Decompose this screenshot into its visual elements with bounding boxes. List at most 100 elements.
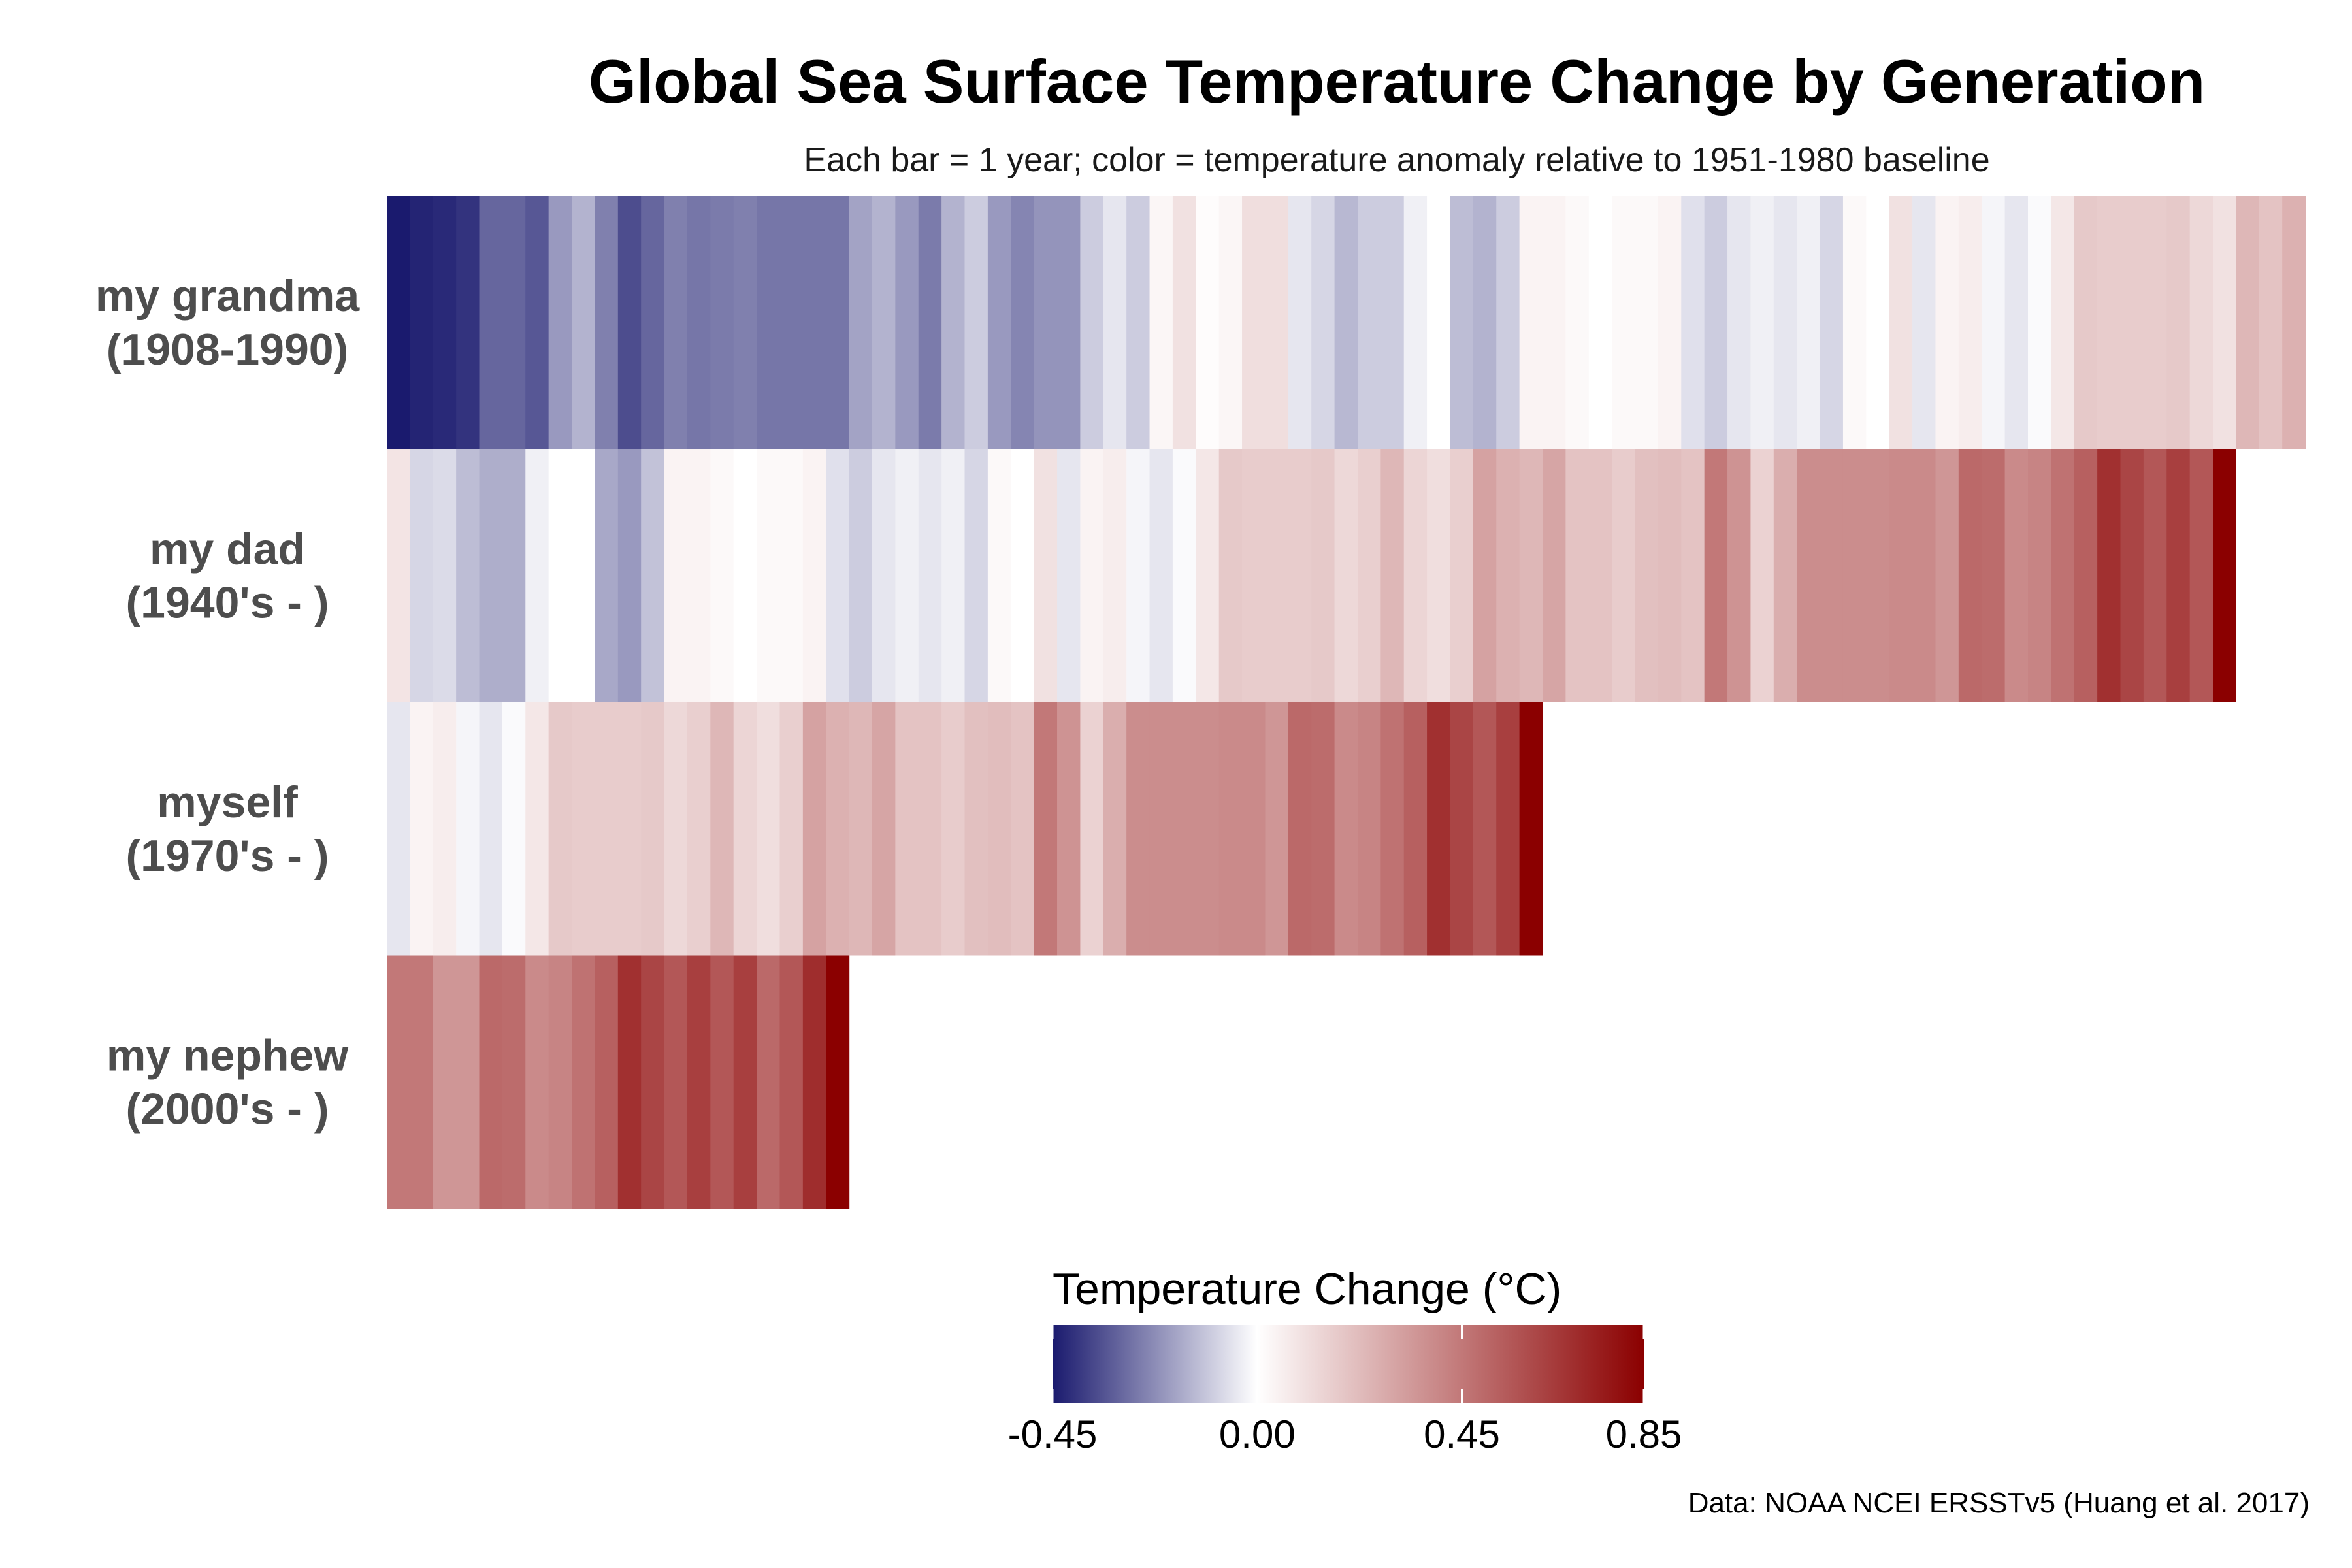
stripe-my-dad-1987 — [1473, 449, 1497, 702]
stripe-my-dad-1955 — [733, 449, 757, 702]
legend-title: Temperature Change (°C) — [1053, 1264, 1561, 1314]
stripe-myself-2013 — [1380, 702, 1405, 956]
stripe-my-dad-1999 — [1750, 449, 1774, 702]
stripe-my-dad-1940 — [387, 449, 410, 702]
stripe-my-dad-1969 — [1057, 449, 1081, 702]
stripe-myself-1994 — [941, 702, 966, 956]
row-label-years-my-nephew: (2000's - ) — [126, 1084, 329, 1134]
stripe-my-grandma-1978 — [2004, 196, 2029, 449]
stripe-row-my-dad — [387, 449, 2236, 702]
stripe-myself-2001 — [1103, 702, 1127, 956]
stripe-my-grandma-1921 — [687, 196, 711, 449]
stripe-my-grandma-1946 — [1265, 196, 1289, 449]
stripe-myself-2015 — [1427, 702, 1451, 956]
stripe-myself-2004 — [1172, 702, 1196, 956]
stripe-my-dad-1982 — [1357, 449, 1381, 702]
stripe-my-dad-1965 — [964, 449, 988, 702]
stripe-my-grandma-1976 — [1958, 196, 1982, 449]
stripe-my-grandma-1930 — [895, 196, 919, 449]
stripe-my-grandma-1920 — [664, 196, 688, 449]
stripe-myself-1992 — [895, 702, 919, 956]
stripe-myself-1975 — [502, 702, 526, 956]
stripe-my-grandma-1965 — [1704, 196, 1728, 449]
stripe-my-dad-1962 — [895, 449, 919, 702]
stripe-my-grandma-1990 — [2282, 196, 2306, 449]
stripe-my-nephew-2014 — [710, 955, 734, 1209]
stripe-my-dad-1950 — [617, 449, 642, 702]
stripe-my-dad-1974 — [1172, 449, 1196, 702]
stripe-myself-1984 — [710, 702, 734, 956]
stripe-my-dad-1961 — [872, 449, 896, 702]
stripe-my-grandma-1918 — [617, 196, 642, 449]
stripe-my-grandma-1951 — [1380, 196, 1405, 449]
stripe-my-nephew-2015 — [733, 955, 757, 1209]
stripe-my-dad-1946 — [525, 449, 549, 702]
stripe-my-grandma-1924 — [757, 196, 781, 449]
stripe-my-dad-1941 — [410, 449, 434, 702]
stripe-my-dad-2013 — [2074, 449, 2098, 702]
stripe-my-grandma-1952 — [1403, 196, 1428, 449]
stripe-my-dad-1989 — [1519, 449, 1543, 702]
stripe-row-myself — [387, 702, 1543, 956]
stripe-my-grandma-1934 — [987, 196, 1011, 449]
stripe-my-nephew-2003 — [456, 955, 480, 1209]
stripe-my-grandma-1964 — [1681, 196, 1705, 449]
stripe-my-dad-1956 — [757, 449, 781, 702]
stripe-my-dad-2017 — [2166, 449, 2191, 702]
stripe-my-dad-1983 — [1380, 449, 1405, 702]
row-label-my-nephew: my nephew — [106, 1030, 349, 1080]
stripe-my-dad-1944 — [479, 449, 503, 702]
stripe-my-dad-1979 — [1288, 449, 1312, 702]
legend-tick-label-0: -0.45 — [1008, 1413, 1098, 1456]
stripe-my-dad-2005 — [1889, 449, 1913, 702]
stripe-my-dad-1960 — [849, 449, 873, 702]
stripe-my-dad-2009 — [1982, 449, 2006, 702]
stripe-my-dad-1959 — [826, 449, 850, 702]
stripe-my-dad-1977 — [1242, 449, 1266, 702]
stripe-myself-1986 — [757, 702, 781, 956]
stripe-my-dad-2003 — [1842, 449, 1867, 702]
row-label-years-my-dad: (1940's - ) — [126, 578, 329, 627]
stripe-my-grandma-1973 — [1889, 196, 1913, 449]
stripe-my-grandma-1971 — [1842, 196, 1867, 449]
stripe-my-grandma-1983 — [2120, 196, 2144, 449]
stripe-my-grandma-1988 — [2236, 196, 2260, 449]
stripe-my-grandma-1928 — [849, 196, 873, 449]
stripe-myself-1976 — [525, 702, 549, 956]
stripe-my-grandma-1962 — [1635, 196, 1659, 449]
stripe-my-nephew-2004 — [479, 955, 503, 1209]
stripe-myself-2005 — [1196, 702, 1220, 956]
stripe-my-dad-1952 — [664, 449, 688, 702]
stripe-myself-1970 — [387, 702, 410, 956]
row-label-years-myself: (1970's - ) — [126, 831, 329, 881]
stripe-my-dad-1976 — [1218, 449, 1243, 702]
stripe-my-dad-1994 — [1635, 449, 1659, 702]
stripe-my-grandma-1981 — [2074, 196, 2098, 449]
stripe-my-grandma-1986 — [2189, 196, 2213, 449]
stripe-my-grandma-1932 — [941, 196, 966, 449]
stripe-my-dad-2001 — [1797, 449, 1821, 702]
stripe-myself-1974 — [479, 702, 503, 956]
stripe-my-grandma-1984 — [2143, 196, 2167, 449]
stripe-my-nephew-2016 — [757, 955, 781, 1209]
stripe-my-grandma-1919 — [641, 196, 665, 449]
stripe-myself-1985 — [733, 702, 757, 956]
stripe-my-grandma-1974 — [1912, 196, 1936, 449]
stripe-my-grandma-1949 — [1334, 196, 1358, 449]
stripe-my-dad-1970 — [1080, 449, 1104, 702]
stripe-myself-2018 — [1496, 702, 1520, 956]
stripe-my-nephew-2001 — [410, 955, 434, 1209]
stripe-my-dad-2011 — [2027, 449, 2051, 702]
stripe-my-dad-1986 — [1450, 449, 1474, 702]
stripe-my-nephew-2012 — [664, 955, 688, 1209]
stripe-myself-2019 — [1519, 702, 1543, 956]
stripe-myself-2011 — [1334, 702, 1358, 956]
stripe-my-dad-1947 — [548, 449, 572, 702]
stripe-my-dad-1967 — [1011, 449, 1035, 702]
stripe-my-dad-1948 — [572, 449, 596, 702]
legend-tick-label-3: 0.85 — [1606, 1413, 1682, 1456]
stripe-my-grandma-1937 — [1057, 196, 1081, 449]
legend: Temperature Change (°C) -0.45 0.00 0.45 0.8… — [1008, 1264, 1682, 1456]
chart-subtitle: Each bar = 1 year; color = temperature a… — [804, 141, 1989, 179]
